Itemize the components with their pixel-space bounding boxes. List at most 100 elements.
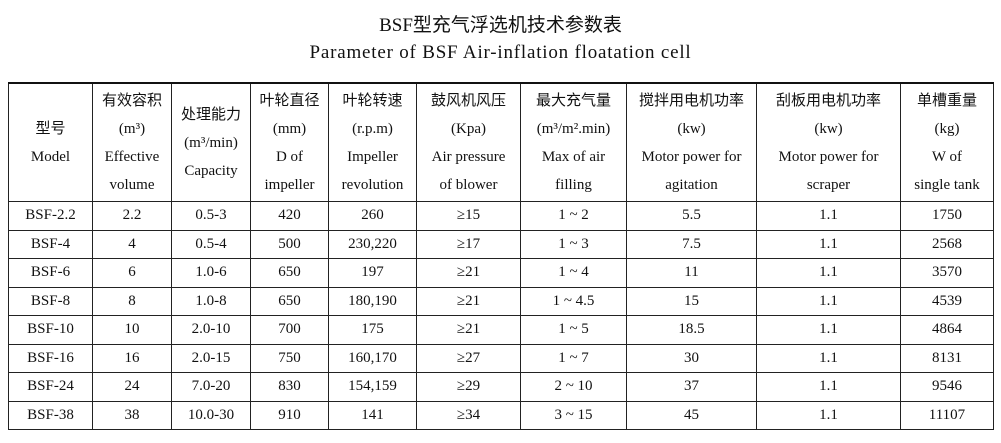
table-cell: 18.5 [626, 315, 757, 345]
table-cell: ≥29 [416, 372, 521, 402]
table-cell: 1 ~ 5 [520, 315, 627, 345]
table-cell: 175 [328, 315, 417, 345]
header-line: 最大充气量 [535, 92, 611, 109]
table-cell: 1.1 [756, 286, 901, 316]
table-cell: 1 ~ 3 [520, 229, 627, 259]
header-line: Max of air [541, 148, 606, 165]
header-cell: 最大充气量 (m³/m².min) Max of air filling [520, 82, 627, 202]
header-line: Motor power for [641, 148, 742, 165]
header-line: volume [109, 176, 155, 193]
table-row: BSF-24 24 7.0-20 830 154,159 ≥29 2 ~ 10 37 1.1 95… [8, 372, 994, 402]
header-line: (r.p.m) [352, 120, 393, 137]
table-cell: 750 [250, 343, 329, 373]
spec-table: 型号 Model 有效容积 (m³) Effective volume 处理能力 (m³/mi… [8, 82, 994, 430]
table-cell: 650 [250, 286, 329, 316]
table-cell: 1 ~ 7 [520, 343, 627, 373]
header-line: Effective [104, 148, 160, 165]
table-cell: ≥27 [416, 343, 521, 373]
header-cell: 叶轮直径 (mm) D of impeller [250, 82, 329, 202]
table-cell: BSF-24 [8, 372, 93, 402]
table-body: BSF-2.2 2.2 0.5-3 420 260 ≥15 1 ~ 2 5.5 1.1 1750 B… [8, 201, 994, 430]
table-cell: 0.5-3 [171, 201, 251, 231]
table-cell: 1.1 [756, 258, 901, 288]
table-row: BSF-6 6 1.0-6 650 197 ≥21 1 ~ 4 11 1.1 3570 [8, 258, 994, 288]
header-line: D of [275, 148, 304, 165]
header-line: 单槽重量 [916, 92, 977, 109]
table-cell: 230,220 [328, 229, 417, 259]
table-cell: 3570 [900, 258, 994, 288]
table-cell: 11107 [900, 400, 994, 430]
table-cell: 7.5 [626, 229, 757, 259]
table-cell: 4 [92, 229, 172, 259]
table-cell: 1 ~ 2 [520, 201, 627, 231]
table-cell: 6 [92, 258, 172, 288]
table-cell: 8 [92, 286, 172, 316]
table-cell: BSF-2.2 [8, 201, 93, 231]
table-cell: 37 [626, 372, 757, 402]
table-cell: BSF-6 [8, 258, 93, 288]
table-cell: 8131 [900, 343, 994, 373]
table-cell: 160,170 [328, 343, 417, 373]
table-row: BSF-10 10 2.0-10 700 175 ≥21 1 ~ 5 18.5 1.1 4864 [8, 315, 994, 345]
table-cell: 700 [250, 315, 329, 345]
table-cell: 197 [328, 258, 417, 288]
title: BSF型充气浮选机技术参数表 [379, 15, 622, 36]
table-cell: ≥21 [416, 286, 521, 316]
header-cell: 刮板用电机功率 (kw) Motor power for scraper [756, 82, 901, 202]
table-cell: BSF-16 [8, 343, 93, 373]
table-cell: 2568 [900, 229, 994, 259]
table-cell: BSF-10 [8, 315, 93, 345]
table-cell: 650 [250, 258, 329, 288]
header-line: (kg) [934, 120, 960, 137]
table-cell: BSF-38 [8, 400, 93, 430]
table-cell: 500 [250, 229, 329, 259]
table-cell: 141 [328, 400, 417, 430]
table-row: BSF-8 8 1.0-8 650 180,190 ≥21 1 ~ 4.5 15 1.1 4539 [8, 286, 994, 316]
table-cell: 4539 [900, 286, 994, 316]
header-line: (kw) [677, 120, 706, 137]
table-cell: 2 ~ 10 [520, 372, 627, 402]
table-cell: 10.0-30 [171, 400, 251, 430]
header-line: W of [931, 148, 963, 165]
header-line: 刮板用电机功率 [775, 92, 881, 109]
table-cell: 260 [328, 201, 417, 231]
table-row: BSF-38 38 10.0-30 910 141 ≥34 3 ~ 15 45 1.1 11107 [8, 400, 994, 430]
header-line: (kw) [814, 120, 843, 137]
header-line: Impeller [347, 148, 398, 165]
header-line: revolution [341, 176, 404, 193]
table-cell: 3 ~ 15 [520, 400, 627, 430]
header-cell: 搅拌用电机功率 (kw) Motor power for agitation [626, 82, 757, 202]
table-cell: 2.0-15 [171, 343, 251, 373]
table-cell: 1.1 [756, 201, 901, 231]
header-cell: 型号 Model [8, 82, 93, 202]
header-line: (m³) [118, 120, 146, 137]
table-row: BSF-4 4 0.5-4 500 230,220 ≥17 1 ~ 3 7.5 1.1 2568 [8, 229, 994, 259]
table-cell: 1750 [900, 201, 994, 231]
header-cell: 鼓风机风压 (Kpa) Air pressure of blower [416, 82, 521, 202]
table-cell: 1.1 [756, 229, 901, 259]
table-cell: 5.5 [626, 201, 757, 231]
header-line: Air pressure [431, 148, 506, 165]
table-cell: ≥15 [416, 201, 521, 231]
header-line: filling [555, 176, 592, 193]
header-line: single tank [914, 176, 980, 193]
table-cell: BSF-4 [8, 229, 93, 259]
table-cell: 11 [626, 258, 757, 288]
table-row: BSF-16 16 2.0-15 750 160,170 ≥27 1 ~ 7 30 1.1 813… [8, 343, 994, 373]
header-line: Capacity [184, 162, 238, 179]
table-cell: 15 [626, 286, 757, 316]
table-cell: 154,159 [328, 372, 417, 402]
header-line: (mm) [272, 120, 307, 137]
header-line: 有效容积 [101, 92, 162, 109]
table-cell: ≥17 [416, 229, 521, 259]
table-cell: ≥21 [416, 315, 521, 345]
header-line: 鼓风机风压 [430, 92, 506, 109]
table-cell: 45 [626, 400, 757, 430]
table-cell: 4864 [900, 315, 994, 345]
table-row: BSF-2.2 2.2 0.5-3 420 260 ≥15 1 ~ 2 5.5 1.1 1750 [8, 201, 994, 231]
header-cell: 单槽重量 (kg) W of single tank [900, 82, 994, 202]
header-row: 型号 Model 有效容积 (m³) Effective volume 处理能力 (m³/mi… [8, 82, 994, 202]
header-line: impeller [264, 176, 315, 193]
table-cell: 1.0-8 [171, 286, 251, 316]
